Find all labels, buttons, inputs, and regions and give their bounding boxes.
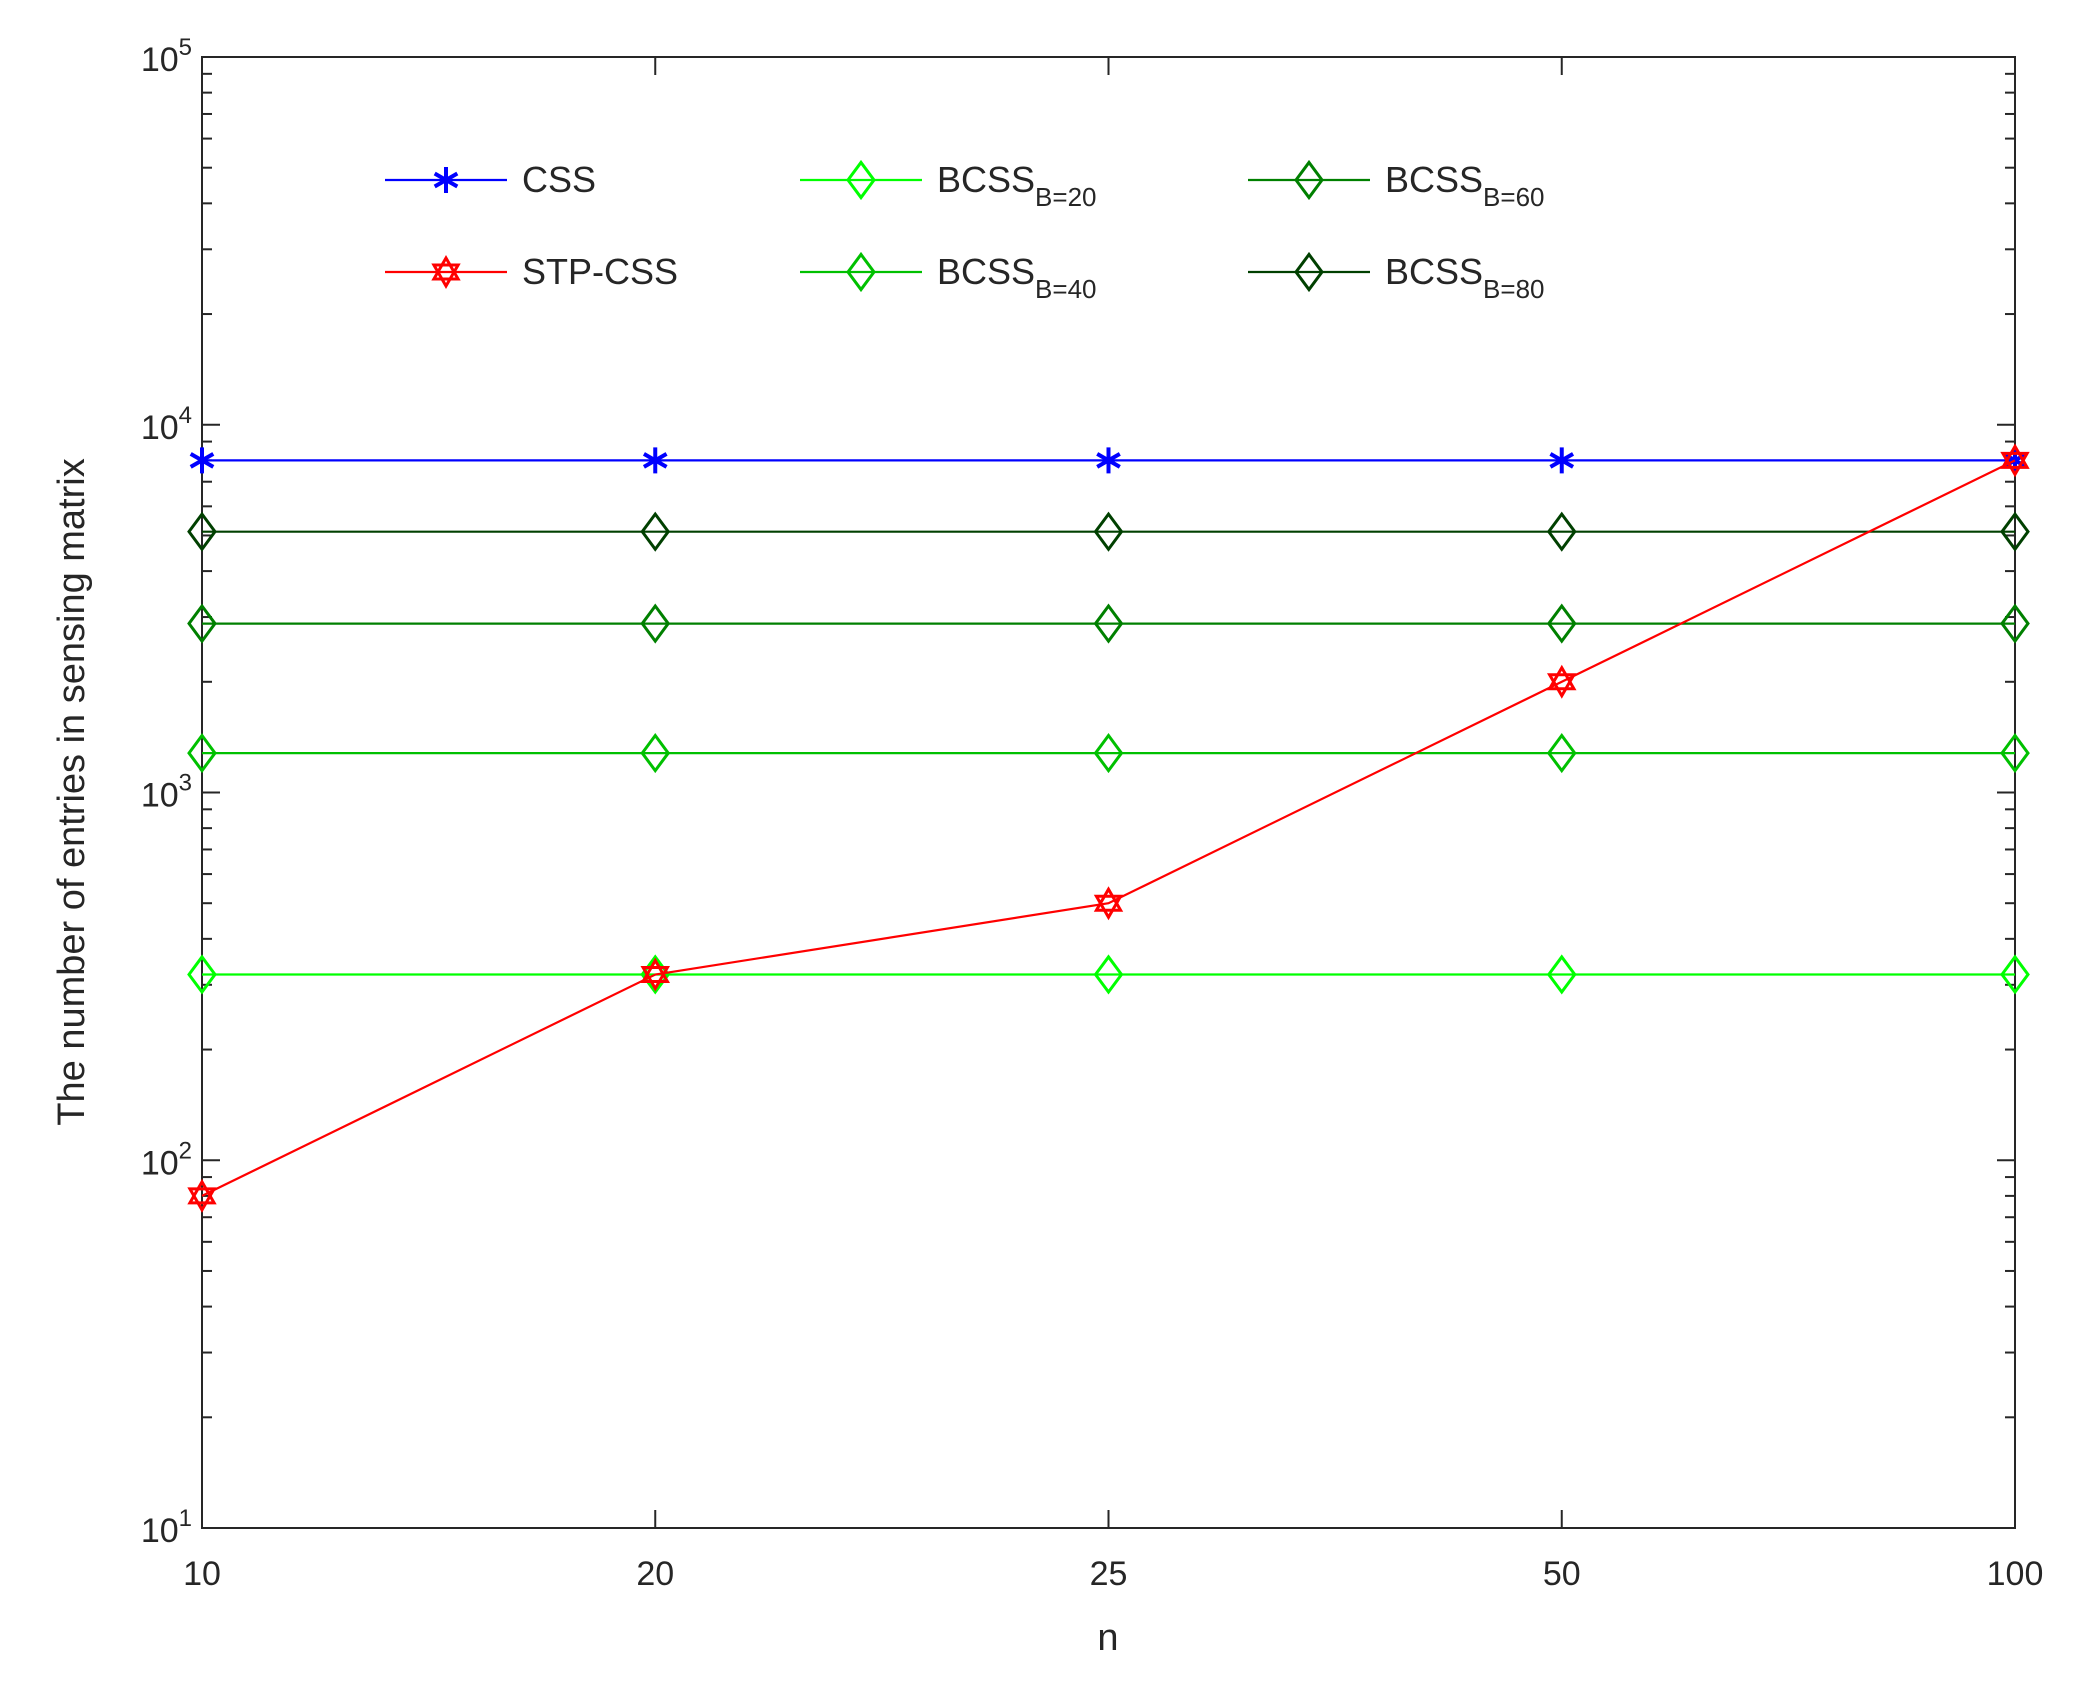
legend-marker <box>1294 159 1324 201</box>
y-tick-labels: 101 102 103 104 105 <box>141 34 192 1550</box>
marker-stroke <box>433 171 459 189</box>
data-point-b40 <box>2000 733 2030 774</box>
data-point-stp <box>187 1178 217 1213</box>
data-point-stp <box>1546 664 1577 699</box>
marker-stroke <box>642 452 668 469</box>
legend-marker <box>846 251 876 293</box>
marker-triangle <box>1093 886 1124 912</box>
data-point-b80 <box>2000 511 2030 552</box>
x-tick-label: 10 <box>183 1555 221 1593</box>
series-stp <box>187 443 2030 1213</box>
y-tick-label: 103 <box>141 770 192 815</box>
marker-triangle <box>431 254 461 281</box>
legend-item-b60: BCSSB=60 <box>1248 159 1545 212</box>
legend-marker <box>1294 251 1324 293</box>
series-css <box>189 447 2028 474</box>
legend-label: CSS <box>522 159 596 200</box>
series-line-stp <box>201 459 2016 1197</box>
y-tick-label: 102 <box>141 1137 192 1182</box>
data-point-stp <box>640 957 670 992</box>
x-tick-label: 100 <box>1987 1555 2044 1593</box>
legend: CSS STP-CSS BCSSB=20 BCSSB=40 BCSSB=60 BCSSB=… <box>385 159 1545 304</box>
x-tick-labels: 10 20 25 50 100 <box>183 1555 2043 1593</box>
marker-stroke <box>1096 452 1121 469</box>
data-point-b60 <box>2000 603 2030 644</box>
legend-item-b40: BCSSB=40 <box>800 251 1097 304</box>
data-point-b20 <box>1093 954 1124 995</box>
data-point-b80 <box>1093 511 1124 552</box>
marker-stroke <box>189 452 215 469</box>
legend-marker <box>431 254 461 290</box>
series-b40 <box>187 733 2030 774</box>
plot-area <box>201 56 2016 1529</box>
series-b60 <box>187 603 2030 644</box>
marker-stroke <box>1549 452 1575 469</box>
data-point-b40 <box>187 733 217 774</box>
marker-triangle <box>187 1178 217 1205</box>
x-tick-label: 20 <box>636 1555 674 1593</box>
legend-label: STP-CSS <box>522 251 678 292</box>
marker-triangle <box>1546 673 1577 699</box>
data-point-b60 <box>1546 603 1577 644</box>
data-point-b40 <box>1093 733 1124 774</box>
data-point-stp <box>1093 886 1124 921</box>
data-point-b20 <box>2000 954 2030 995</box>
x-axis-label: n <box>1097 1617 1118 1659</box>
axis-ticks <box>201 56 2016 1529</box>
y-axis-label: The number of entries in sensing matrix <box>51 458 93 1125</box>
marker-triangle <box>2000 451 2030 478</box>
data-point-b40 <box>1546 733 1577 774</box>
legend-marker <box>846 159 876 201</box>
y-tick-label: 105 <box>141 34 192 79</box>
marker-triangle <box>431 263 461 290</box>
legend-item-b80: BCSSB=80 <box>1248 251 1545 304</box>
x-tick-label: 50 <box>1543 1555 1581 1593</box>
legend-item-css: CSS <box>385 159 596 200</box>
data-point-css <box>642 447 668 474</box>
data-point-css <box>1096 447 1121 474</box>
data-point-b80 <box>640 511 671 552</box>
data-point-b60 <box>1093 603 1124 644</box>
data-point-b80 <box>1546 511 1577 552</box>
data-point-b60 <box>640 603 671 644</box>
data-point-b80 <box>187 511 217 552</box>
x-tick-label: 25 <box>1090 1555 1128 1593</box>
marker-triangle <box>640 957 670 983</box>
marker-triangle <box>187 1187 217 1213</box>
legend-label: BCSSB=60 <box>1385 159 1545 212</box>
marker-triangle <box>1546 664 1577 691</box>
data-point-b40 <box>640 733 671 774</box>
legend-item-stp: STP-CSS <box>385 251 678 292</box>
legend-label: BCSSB=20 <box>937 159 1097 212</box>
data-point-css <box>189 447 215 474</box>
data-point-css <box>1549 447 1575 474</box>
marker-triangle <box>1093 894 1124 921</box>
marker-triangle <box>2000 443 2030 469</box>
marker-triangle <box>640 966 670 992</box>
data-point-b20 <box>187 954 217 995</box>
legend-item-b20: BCSSB=20 <box>800 159 1097 212</box>
legend-label: BCSSB=80 <box>1385 251 1545 304</box>
y-tick-label: 101 <box>141 1505 192 1550</box>
series-b80 <box>187 511 2030 552</box>
series-layer <box>187 443 2030 1213</box>
legend-marker <box>433 167 459 193</box>
legend-label: BCSSB=40 <box>937 251 1097 304</box>
data-point-b20 <box>1546 954 1577 995</box>
data-point-b60 <box>187 603 217 644</box>
data-point-stp <box>2000 443 2030 478</box>
y-tick-label: 104 <box>141 402 192 447</box>
